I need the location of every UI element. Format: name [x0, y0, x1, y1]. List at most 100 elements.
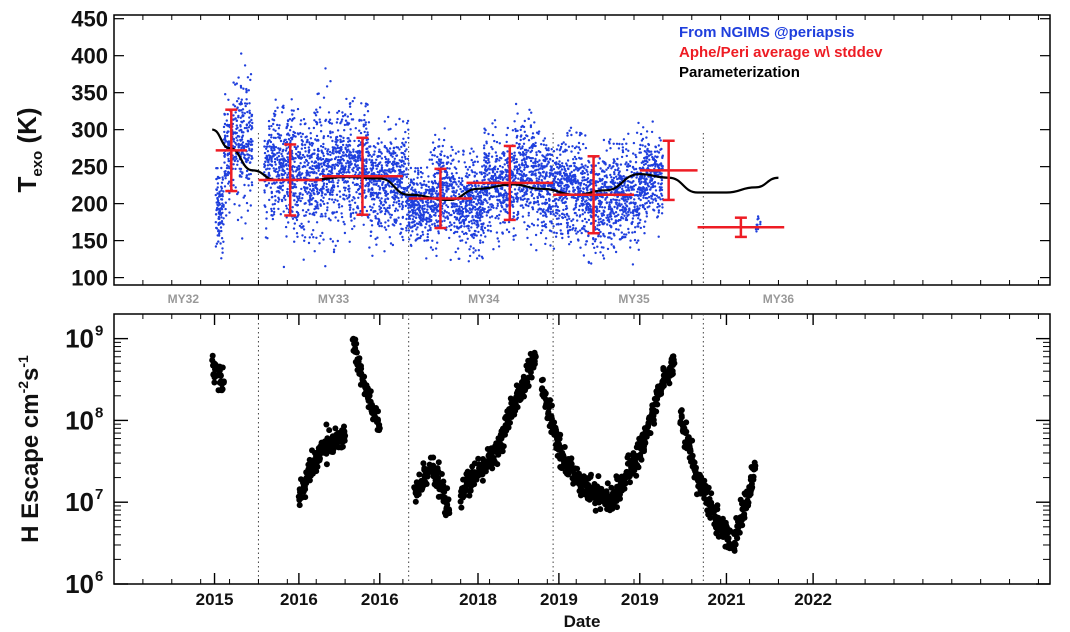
ngims-point	[464, 207, 467, 211]
ngims-point	[376, 163, 379, 167]
ngims-point	[295, 166, 299, 169]
ngims-point	[610, 185, 613, 189]
ngims-point	[575, 214, 579, 217]
ngims-point	[446, 182, 449, 185]
ngims-point	[332, 181, 335, 184]
ngims-point	[521, 175, 525, 178]
ngims-point	[521, 178, 524, 181]
ngims-point	[237, 76, 240, 79]
ngims-point	[411, 189, 415, 192]
ngims-point	[532, 224, 536, 227]
ngims-point	[537, 163, 540, 166]
ngims-point	[512, 227, 515, 230]
ngims-point	[277, 190, 280, 193]
ngims-point	[310, 189, 314, 193]
ngims-point	[544, 147, 548, 150]
ngims-point	[624, 186, 627, 189]
ngims-point	[404, 130, 407, 134]
ngims-point	[217, 212, 221, 215]
ngims-point	[326, 190, 329, 194]
ngims-point	[378, 188, 381, 191]
ngims-point	[462, 153, 465, 156]
ngims-point	[417, 169, 420, 172]
ngims-point	[537, 203, 540, 206]
ngims-point	[631, 181, 634, 184]
ngims-point	[483, 207, 486, 211]
ngims-point	[631, 217, 635, 220]
ngims-point	[581, 165, 585, 168]
ngims-point	[331, 139, 334, 143]
ngims-point	[250, 155, 253, 158]
ngims-point	[562, 165, 566, 168]
ngims-point	[596, 224, 599, 227]
ngims-point	[247, 184, 250, 187]
ngims-point	[223, 155, 226, 158]
ngims-point	[214, 193, 217, 197]
ngims-point	[410, 244, 413, 248]
ngims-point	[224, 201, 227, 204]
ngims-point	[393, 191, 397, 195]
ngims-point	[527, 139, 531, 142]
ngims-point	[390, 152, 393, 155]
ngims-point	[512, 211, 515, 215]
ngims-point	[575, 232, 578, 235]
ngims-point	[629, 211, 632, 214]
ngims-point	[281, 184, 285, 187]
ngims-point	[432, 186, 435, 189]
ngims-point	[378, 224, 381, 228]
ngims-point	[605, 181, 608, 184]
ngims-point	[568, 190, 571, 193]
ngims-point	[625, 233, 628, 236]
ngims-point	[555, 223, 558, 226]
ngims-point	[620, 155, 624, 159]
ngims-point	[597, 218, 601, 221]
ngims-point	[514, 197, 518, 200]
ngims-point	[532, 197, 536, 200]
ngims-point	[510, 152, 514, 155]
ngims-point	[613, 215, 617, 218]
ngims-point	[299, 119, 303, 122]
ngims-point	[349, 206, 352, 209]
ngims-point	[310, 160, 314, 163]
ngims-point	[468, 211, 471, 215]
ngims-point	[351, 181, 355, 184]
ngims-point	[225, 119, 228, 122]
ngims-point	[217, 230, 220, 233]
ngims-point	[584, 146, 588, 150]
ngims-point	[563, 184, 566, 188]
ngims-point	[625, 161, 628, 164]
ngims-point	[363, 189, 366, 192]
ngims-point	[285, 147, 288, 150]
ngims-point	[549, 210, 552, 214]
ngims-point	[381, 186, 385, 190]
ngims-point	[629, 160, 632, 163]
ngims-point	[579, 246, 582, 249]
ngims-point	[322, 154, 325, 158]
ngims-point	[245, 98, 248, 101]
ngims-point	[376, 212, 379, 215]
ngims-point	[311, 164, 314, 168]
ngims-point	[477, 230, 480, 234]
ngims-point	[268, 139, 271, 142]
ngims-point	[421, 233, 425, 236]
ngims-point	[354, 171, 357, 174]
ngims-point	[507, 220, 511, 224]
ngims-point	[294, 183, 297, 186]
ngims-point	[244, 222, 247, 225]
ngims-point	[566, 183, 569, 187]
ngims-point	[601, 182, 604, 185]
ngims-point	[240, 129, 243, 132]
ngims-point	[634, 167, 638, 171]
ngims-point	[227, 182, 230, 185]
ngims-point	[469, 245, 472, 248]
ngims-point	[280, 172, 283, 176]
ngims-point	[532, 161, 535, 164]
ngims-point	[431, 204, 435, 207]
ngims-point	[452, 209, 455, 213]
ngims-point	[384, 198, 387, 201]
ngims-point	[215, 242, 219, 245]
ngims-point	[637, 207, 640, 211]
ngims-point	[238, 174, 242, 177]
ngims-point	[344, 186, 347, 190]
ngims-point	[453, 215, 457, 219]
